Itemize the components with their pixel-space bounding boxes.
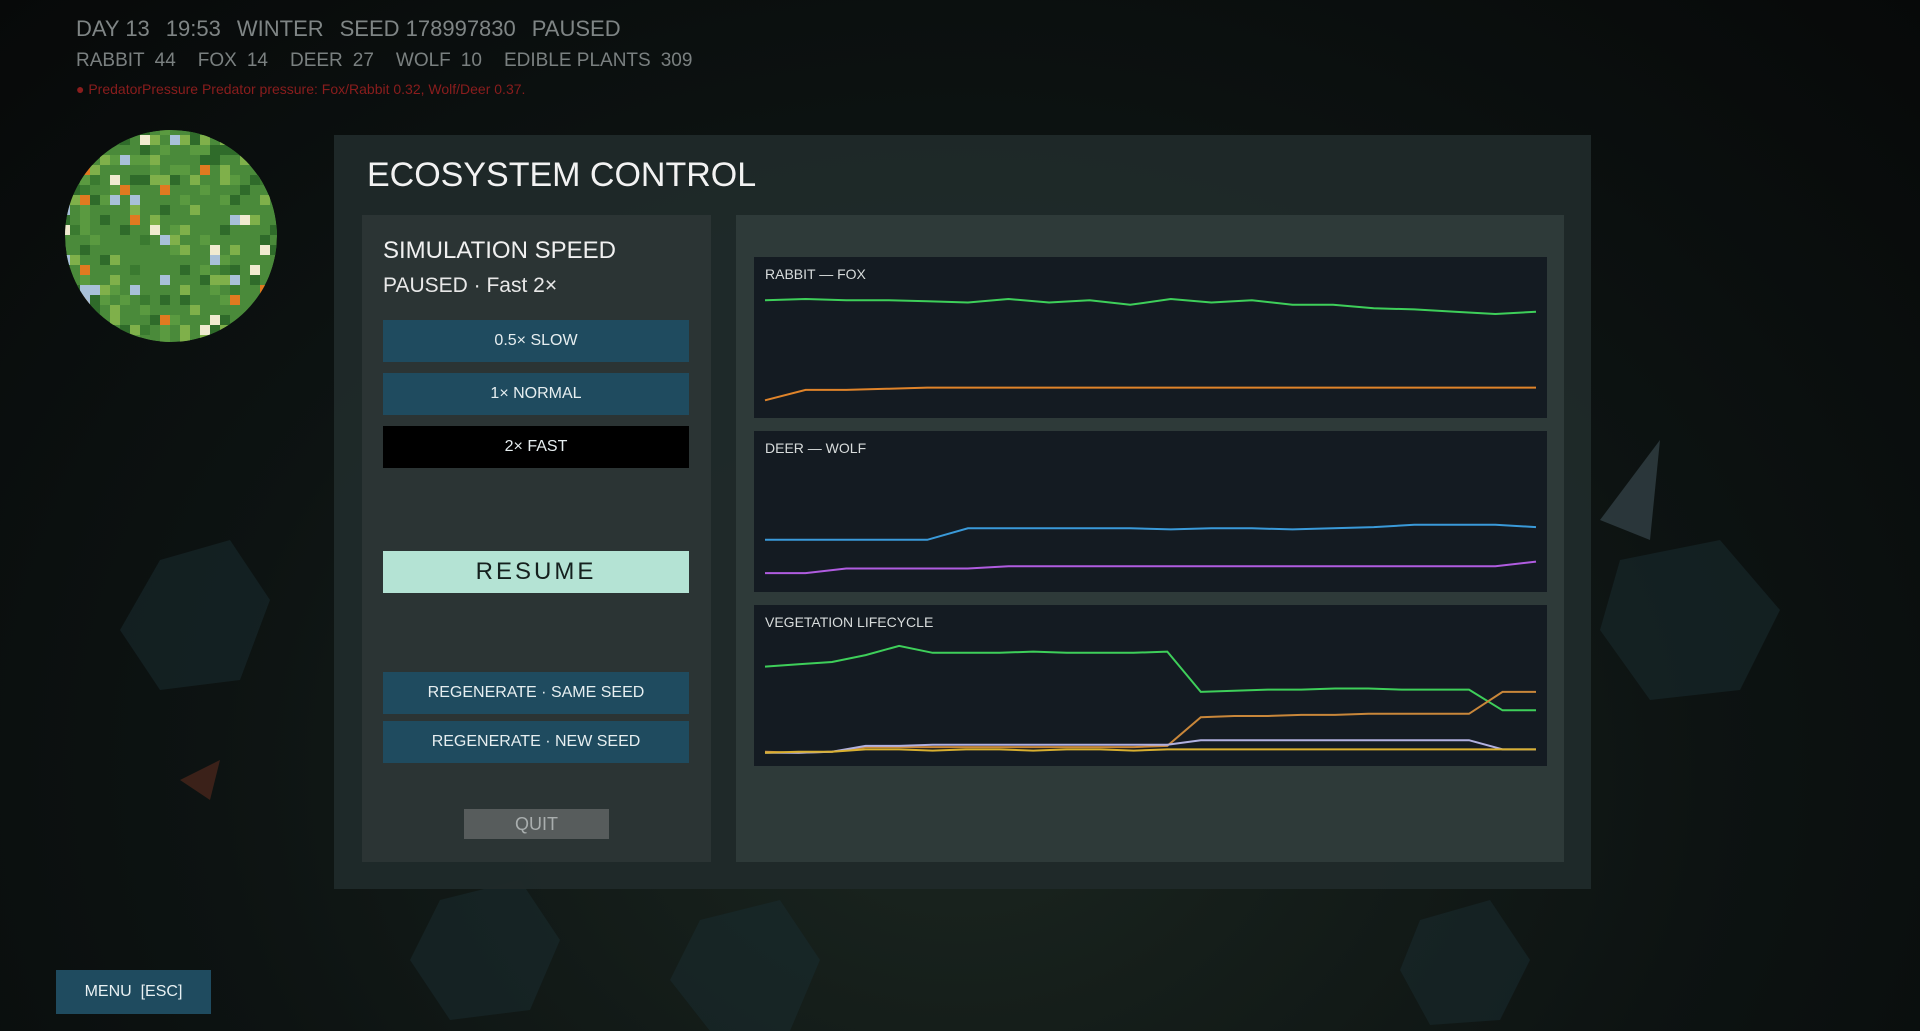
status-line: DAY 13 19:53 WINTER SEED 178997830 PAUSED <box>76 16 637 42</box>
status-item: WINTER <box>236 16 324 41</box>
panel-title: ECOSYSTEM CONTROL <box>367 156 757 194</box>
status-item: PAUSED <box>531 16 621 41</box>
chart-title: DEER — WOLF <box>765 440 867 456</box>
population-value: 10 <box>460 50 482 71</box>
status-item: DAY 13 <box>76 16 150 41</box>
population-label: EDIBLE PLANTS <box>503 50 651 71</box>
regenerate-button[interactable]: REGENERATE · NEW SEED <box>383 721 689 763</box>
ecosystem-panel: ECOSYSTEM CONTROL SIMULATION SPEED PAUSE… <box>334 135 1591 889</box>
series-line <box>765 739 1536 754</box>
status-item: 19:53 <box>165 16 221 41</box>
alert: ● PredatorPressure Predator pressure: Fo… <box>76 81 526 97</box>
chart-plot <box>764 644 1536 754</box>
speed-button[interactable]: 1× NORMAL <box>383 373 689 415</box>
population-label: DEER <box>289 50 343 71</box>
chart: RABBIT — FOX <box>754 257 1547 418</box>
series-line <box>765 560 1537 575</box>
menu-button[interactable]: MENU [ESC] <box>56 970 211 1014</box>
speed-heading: SIMULATION SPEED <box>383 237 616 264</box>
chart-plot <box>764 297 1537 402</box>
chart: DEER — WOLF <box>754 431 1547 592</box>
series-line <box>764 748 1536 754</box>
population-value: 27 <box>352 50 374 71</box>
series-line <box>764 386 1536 402</box>
series-line <box>765 523 1537 541</box>
population-value: 309 <box>660 50 693 71</box>
minimap <box>65 130 277 342</box>
series-line <box>764 690 1536 754</box>
speed-button[interactable]: 0.5× SLOW <box>383 320 689 362</box>
series-line <box>764 297 1537 316</box>
status-item: SEED 178997830 <box>339 16 516 41</box>
population-value: 44 <box>154 50 176 71</box>
regenerate-button[interactable]: REGENERATE · SAME SEED <box>383 672 689 714</box>
population-line: RABBIT 44 FOX 14 DEER 27 WOLF 10 EDIBLE PLANTS 30… <box>76 50 714 72</box>
speed-status: PAUSED · Fast 2× <box>383 274 558 297</box>
resume-button[interactable]: RESUME <box>383 551 689 593</box>
chart-title: RABBIT — FOX <box>765 266 866 282</box>
chart-plot <box>765 523 1537 575</box>
chart: VEGETATION LIFECYCLE <box>754 605 1547 766</box>
population-value: 14 <box>246 50 268 71</box>
speed-panel: SIMULATION SPEED PAUSED · Fast 2× 0.5× S… <box>362 215 711 862</box>
population-label: FOX <box>197 50 237 71</box>
population-label: RABBIT <box>76 50 145 71</box>
series-line <box>764 644 1536 712</box>
quit-button[interactable]: QUIT <box>464 809 609 839</box>
charts-panel: RABBIT — FOX DEER — WOLF VEGETATION LIFECY… <box>736 215 1564 862</box>
population-label: WOLF <box>395 50 451 71</box>
speed-button[interactable]: 2× FAST <box>383 426 689 468</box>
chart-title: VEGETATION LIFECYCLE <box>765 614 934 630</box>
